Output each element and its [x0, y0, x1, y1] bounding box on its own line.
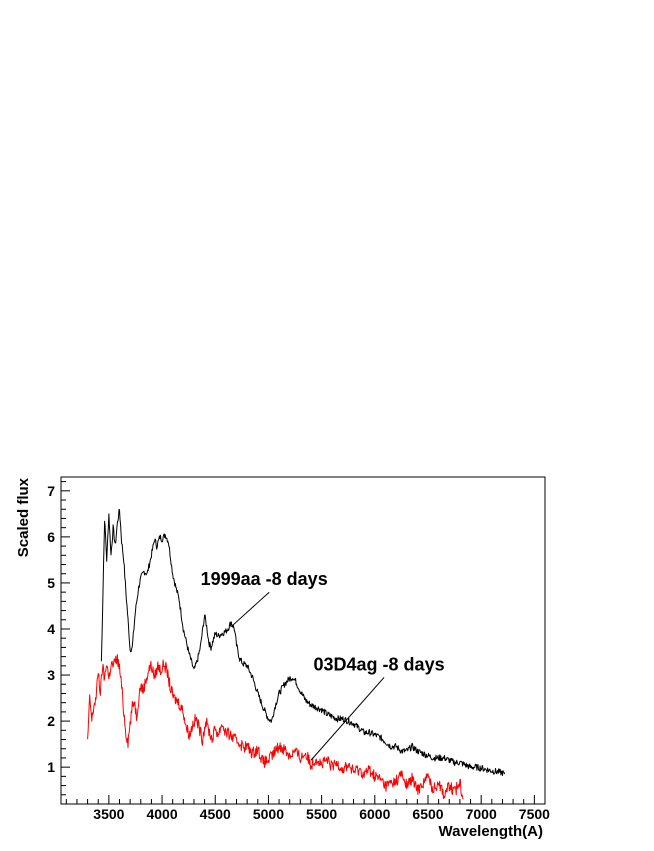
annotation-label: 1999aa -8 days — [201, 569, 328, 589]
series-1-line — [87, 654, 464, 800]
x-tick-label: 7500 — [519, 806, 550, 822]
y-tick-label: 6 — [47, 529, 55, 545]
x-axis-title: Wavelength(A) — [439, 823, 543, 840]
x-tick-label: 7000 — [466, 806, 497, 822]
annotation-pointer — [310, 677, 385, 761]
x-tick-label: 6500 — [412, 806, 443, 822]
y-axis-title: Scaled flux — [15, 477, 32, 557]
y-tick-label: 1 — [47, 759, 55, 775]
series-0-line — [100, 509, 506, 776]
annotation-pointer — [230, 591, 270, 628]
x-tick-label: 4000 — [146, 806, 177, 822]
x-tick-label: 5000 — [253, 806, 284, 822]
y-tick-label: 3 — [47, 667, 55, 683]
annotation-label: 03D4ag -8 days — [314, 654, 445, 674]
x-tick-label: 3500 — [93, 806, 124, 822]
y-tick-label: 2 — [47, 713, 55, 729]
y-tick-label: 5 — [47, 575, 55, 591]
x-tick-label: 5500 — [306, 806, 337, 822]
x-tick-label: 4500 — [200, 806, 231, 822]
plot-frame — [60, 476, 546, 805]
y-tick-label: 7 — [47, 483, 55, 499]
x-tick-label: 6000 — [359, 806, 390, 822]
plot-background — [61, 477, 545, 804]
y-tick-label: 4 — [47, 621, 55, 637]
